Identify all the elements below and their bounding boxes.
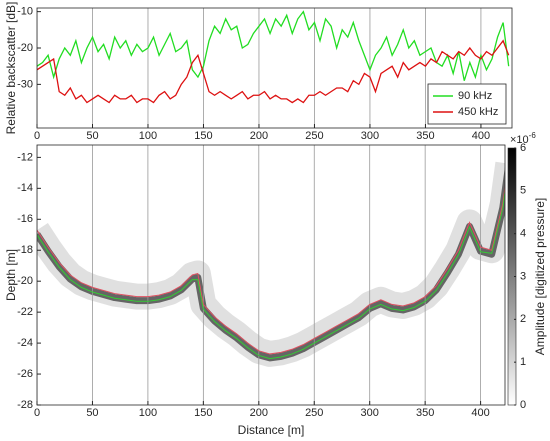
plot-area	[37, 145, 505, 405]
y-tick-label: -30	[17, 78, 33, 90]
colorbar-tick-label: 6	[520, 142, 526, 154]
y-tick-label: -16	[17, 213, 33, 225]
exponent-power: -6	[529, 131, 537, 140]
y-tick-label: -26	[17, 368, 33, 380]
colorbar-tick-label: 0	[520, 399, 526, 411]
x-tick-label: 0	[34, 130, 40, 142]
colorbar-tick-label: 1	[520, 356, 526, 368]
x-tick-label: 150	[194, 407, 212, 419]
x-tick-label: 100	[139, 130, 157, 142]
colorbar-label: Amplitude [digitized pressure]	[533, 198, 547, 355]
axes-frame	[36, 7, 513, 129]
x-axis-label: Distance [m]	[238, 423, 305, 437]
x-tick-label: 250	[305, 407, 323, 419]
series-line	[37, 39, 510, 104]
plot-content	[37, 145, 505, 405]
legend-box	[427, 83, 507, 125]
colorbar-tick-label: 5	[520, 185, 526, 197]
legend-label: 450 kHz	[458, 106, 498, 118]
x-tick-label: 200	[250, 130, 268, 142]
x-tick-label: 350	[416, 407, 434, 419]
y-tick-label: -28	[17, 399, 33, 411]
series-line	[37, 184, 505, 355]
x-tick-label: 400	[471, 407, 489, 419]
colorbar-tick-label: 2	[520, 313, 526, 325]
x-tick-label: 200	[250, 407, 268, 419]
exponent-base: ×10	[510, 134, 529, 146]
x-tick-label: 300	[361, 130, 379, 142]
y-axis-label: Depth [m]	[4, 249, 18, 301]
y-axis-label: Relative backscatter [dB]	[4, 2, 18, 135]
y-tick-label: -10	[17, 6, 33, 18]
series-line	[37, 10, 510, 81]
x-tick-label: 250	[305, 130, 323, 142]
y-tick-label: -20	[17, 42, 33, 54]
x-tick-label: 0	[34, 407, 40, 419]
y-tick-label: -20	[17, 275, 33, 287]
axes-frame	[36, 144, 506, 406]
y-tick-label: -22	[17, 306, 33, 318]
x-tick-label: 50	[86, 407, 98, 419]
series-line	[37, 187, 505, 360]
y-tick-label: -18	[17, 244, 33, 256]
x-tick-label: 350	[416, 130, 434, 142]
colorbar-tick-label: 4	[520, 228, 526, 240]
colorbar-exponent: ×10-6	[510, 131, 536, 146]
y-tick-label: -12	[17, 151, 33, 163]
x-tick-label: 150	[194, 130, 212, 142]
x-tick-label: 400	[472, 130, 490, 142]
legend-label: 90 kHz	[458, 90, 492, 102]
y-tick-label: -24	[17, 337, 33, 349]
x-tick-label: 50	[86, 130, 98, 142]
colorbar-tick-label: 3	[520, 270, 526, 282]
x-tick-label: 300	[361, 407, 379, 419]
x-tick-label: 100	[139, 407, 157, 419]
plot-content	[37, 8, 510, 128]
y-tick-label: -14	[17, 182, 33, 194]
